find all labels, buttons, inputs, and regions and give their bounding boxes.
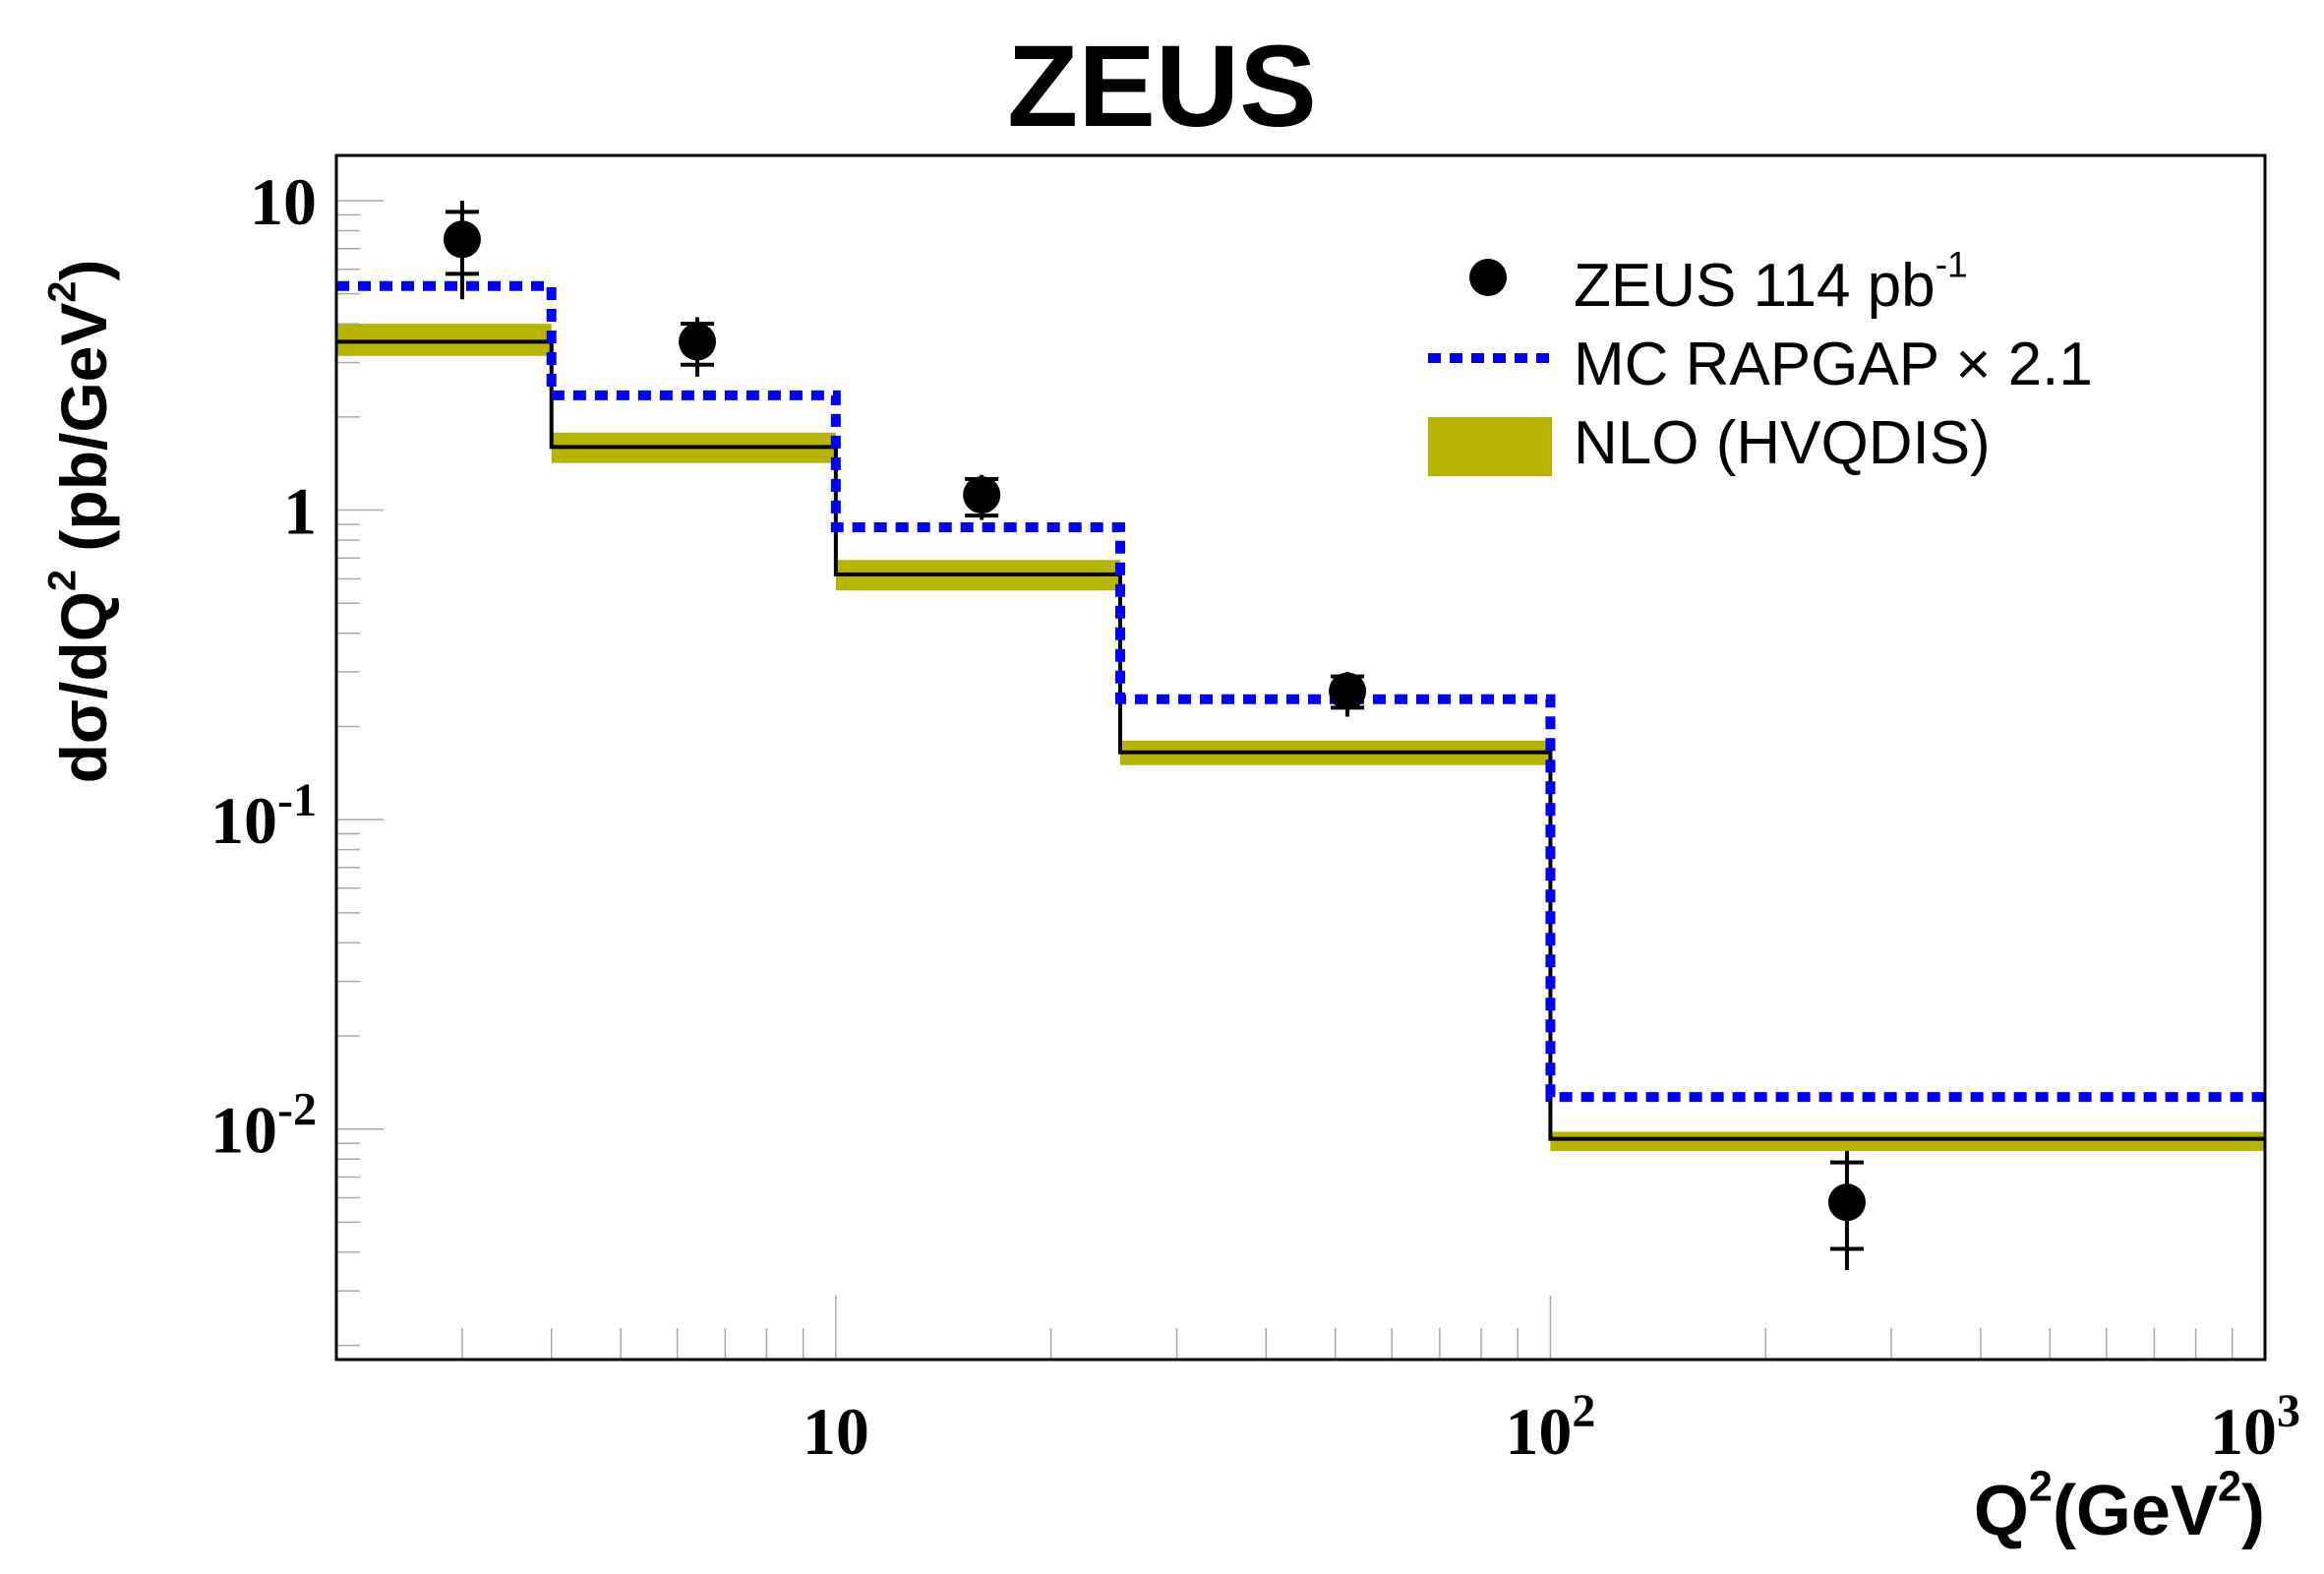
y-axis-label: dσ/dQ2 (pb/GeV2) [40,259,120,784]
nlo-band-bin [1550,1131,2265,1151]
data-points-layer [443,200,1866,1271]
tick-labels-layer: 10 102 103 10 1 10-1 10-2 [210,164,2300,1469]
y-tick-label: 10 [250,164,317,239]
data-point [1827,1183,1866,1222]
legend-label-mc: MC RAPGAP × 2.1 [1574,331,2093,398]
data-point [679,323,717,361]
data-point [443,220,481,259]
mc-line [336,280,2265,1103]
plot-frame [334,153,2267,1362]
legend-marker-nlo [1428,417,1552,476]
x-tick-label: 103 [2210,1385,2300,1469]
y-tick-label: 10-1 [210,774,317,858]
x-tick-label: 102 [1505,1385,1595,1469]
data-point [963,476,1001,515]
chart-title: ZEUS [1007,22,1317,151]
x-tick-label: 10 [803,1394,869,1469]
x-axis-label: Q2(GeV2) [1973,1463,2265,1550]
mc-histogram-layer [336,280,2265,1103]
y-tick-label: 1 [283,474,317,549]
legend-label-nlo: NLO (HVQDIS) [1574,409,1991,477]
legend-label-zeus: ZEUS 114 pb-1 [1574,243,1968,320]
legend-marker-zeus [1469,259,1507,296]
data-point [1329,672,1367,710]
y-tick-label: 10-2 [210,1084,317,1168]
legend [1428,259,1552,476]
